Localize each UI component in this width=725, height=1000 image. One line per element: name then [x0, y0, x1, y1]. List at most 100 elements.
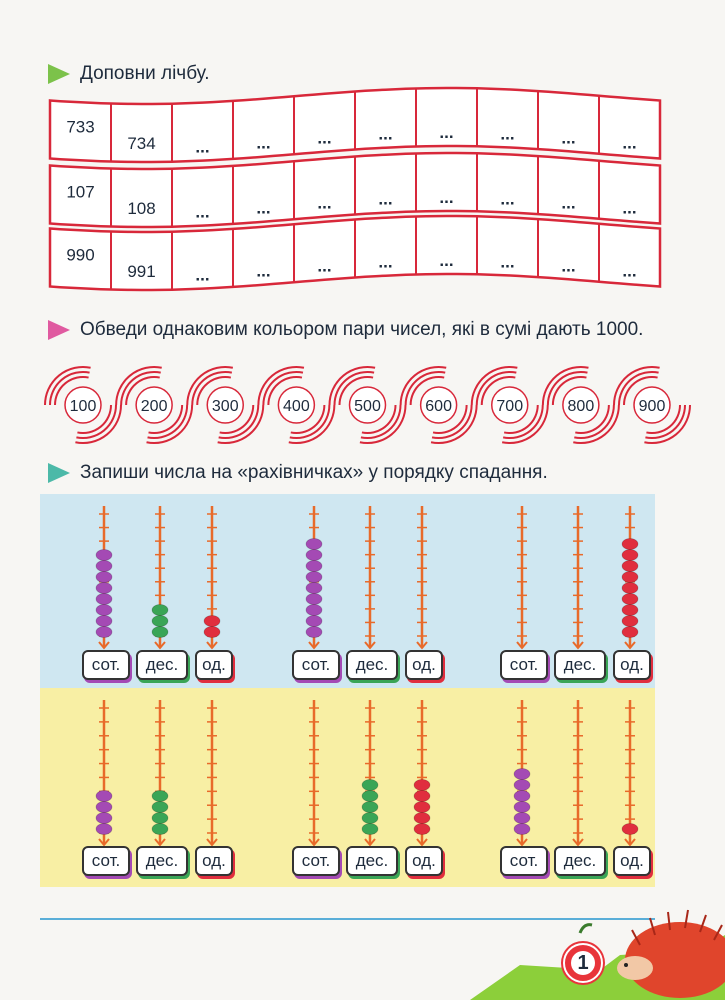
number-spirals: 100 200 300 400 500 600 700 800 900	[44, 366, 691, 444]
task-1-text: Доповни лічбу.	[80, 63, 210, 84]
rod-arrow	[516, 641, 528, 650]
ribbon-cell: ...	[561, 193, 575, 212]
task-2-text: Обведи однаковим кольором пари чисел, як…	[80, 319, 644, 340]
spiral-center	[135, 386, 173, 424]
rod-arrow	[572, 838, 584, 847]
spiral-arc	[541, 366, 620, 444]
ribbon-cell: ...	[622, 261, 636, 280]
abacus-bead	[621, 538, 639, 550]
abacus	[95, 506, 221, 650]
ribbon-cell: 733	[66, 117, 94, 136]
spiral-center	[64, 386, 102, 424]
spiral-arc	[333, 371, 402, 439]
spiral-arc	[399, 366, 478, 444]
ribbon-cell: ...	[317, 194, 331, 213]
abacus-label-hundreds: сот.	[292, 650, 340, 680]
spiral-number: 500	[354, 398, 381, 415]
ribbon-cell: ...	[256, 262, 270, 281]
spiral-arc	[125, 376, 184, 434]
number-spiral: 700	[470, 366, 549, 444]
spiral-number: 100	[70, 398, 97, 415]
abacus-label-ones: од.	[195, 846, 233, 876]
task-3: Запиши числа на «рахівничках» у порядку …	[48, 461, 548, 485]
spiral-number: 900	[639, 398, 666, 415]
abacus-bead	[513, 768, 531, 780]
abacus-label-tens: дес.	[136, 650, 188, 680]
ribbon-cell: ...	[561, 128, 575, 147]
apple-icon	[578, 923, 593, 934]
spiral-arc	[262, 371, 331, 439]
spiral-center	[348, 386, 387, 424]
rod-arrow	[416, 641, 428, 650]
abacus-bead	[151, 604, 169, 616]
spiral-arc	[404, 371, 473, 439]
number-spiral: 800	[541, 366, 620, 444]
counting-ribbon: 733 734........................	[48, 86, 662, 164]
ribbon-cell: ...	[195, 203, 209, 222]
abacus-label-tens: дес.	[346, 846, 398, 876]
spiral-arc	[267, 376, 326, 434]
spiral-arc	[338, 376, 397, 434]
abacus-label-ones: од.	[613, 846, 651, 876]
ribbon-cell: ...	[439, 188, 453, 207]
number-spiral: 200	[115, 366, 194, 444]
spiral-arc	[623, 376, 681, 434]
rod-arrow	[516, 838, 528, 847]
ribbon-cell: ...	[317, 129, 331, 148]
spiral-arc	[551, 376, 610, 434]
spiral-arc	[613, 366, 691, 444]
rod-arrow	[206, 641, 218, 650]
rod-arrow	[98, 641, 110, 650]
number-spiral: 400	[257, 366, 336, 444]
abacus-label-tens: дес.	[136, 846, 188, 876]
ribbon-cell: ...	[378, 190, 392, 209]
spiral-arc	[480, 376, 539, 434]
ribbon-cell: ...	[195, 138, 209, 157]
spiral-arc	[409, 376, 468, 434]
ribbon-cell: 734	[127, 134, 155, 153]
abacus	[513, 700, 639, 847]
rod-arrow	[624, 641, 636, 650]
ribbon-cell: ...	[317, 257, 331, 276]
ribbon-cell: 991	[127, 262, 155, 281]
task-3-text: Запиши числа на «рахівничках» у порядку …	[80, 462, 548, 483]
abacus-label-hundreds: сот.	[500, 846, 548, 876]
teal-triangle-icon	[48, 463, 70, 483]
ribbon-cell: ...	[195, 266, 209, 285]
abacus-label-hundreds: сот.	[500, 650, 548, 680]
number-spiral: 900	[613, 366, 691, 444]
abacus-label-ones: од.	[613, 650, 651, 680]
abacus	[308, 700, 431, 847]
hedgehog-icon	[617, 909, 725, 998]
abacus	[305, 506, 428, 650]
spiral-arc	[470, 366, 549, 444]
abacus-bead	[361, 779, 379, 791]
ribbon-cell: ...	[378, 125, 392, 144]
number-spiral: 600	[399, 366, 478, 444]
spiral-number: 600	[425, 398, 452, 415]
ribbon-cell: ...	[256, 134, 270, 153]
task-1: Доповни лічбу.	[48, 62, 210, 86]
ribbon-cell: ...	[500, 252, 514, 271]
spiral-number: 300	[212, 398, 239, 415]
spiral-center	[419, 386, 458, 424]
rod-arrow	[572, 641, 584, 650]
rod-arrow	[154, 641, 166, 650]
abacus-label-ones: од.	[405, 846, 443, 876]
ribbon-cell: ...	[378, 253, 392, 272]
abacus	[95, 700, 218, 847]
counting-ribbon: 107 108........................	[48, 151, 662, 229]
counting-ribbons: 733 734..................... ... 107 108....…	[48, 86, 662, 292]
abacus-bead	[95, 790, 113, 802]
bottom-divider	[40, 918, 655, 920]
ribbon-cell: ...	[256, 199, 270, 218]
abacus-label-tens: дес.	[554, 846, 606, 876]
spiral-number: 400	[283, 398, 310, 415]
number-spiral: 500	[328, 366, 407, 444]
ribbon-cell: 108	[127, 199, 155, 218]
spiral-arc	[618, 371, 686, 439]
spiral-center	[633, 386, 671, 424]
ribbon-cell: ...	[561, 256, 575, 275]
abacus-bead	[151, 790, 169, 802]
